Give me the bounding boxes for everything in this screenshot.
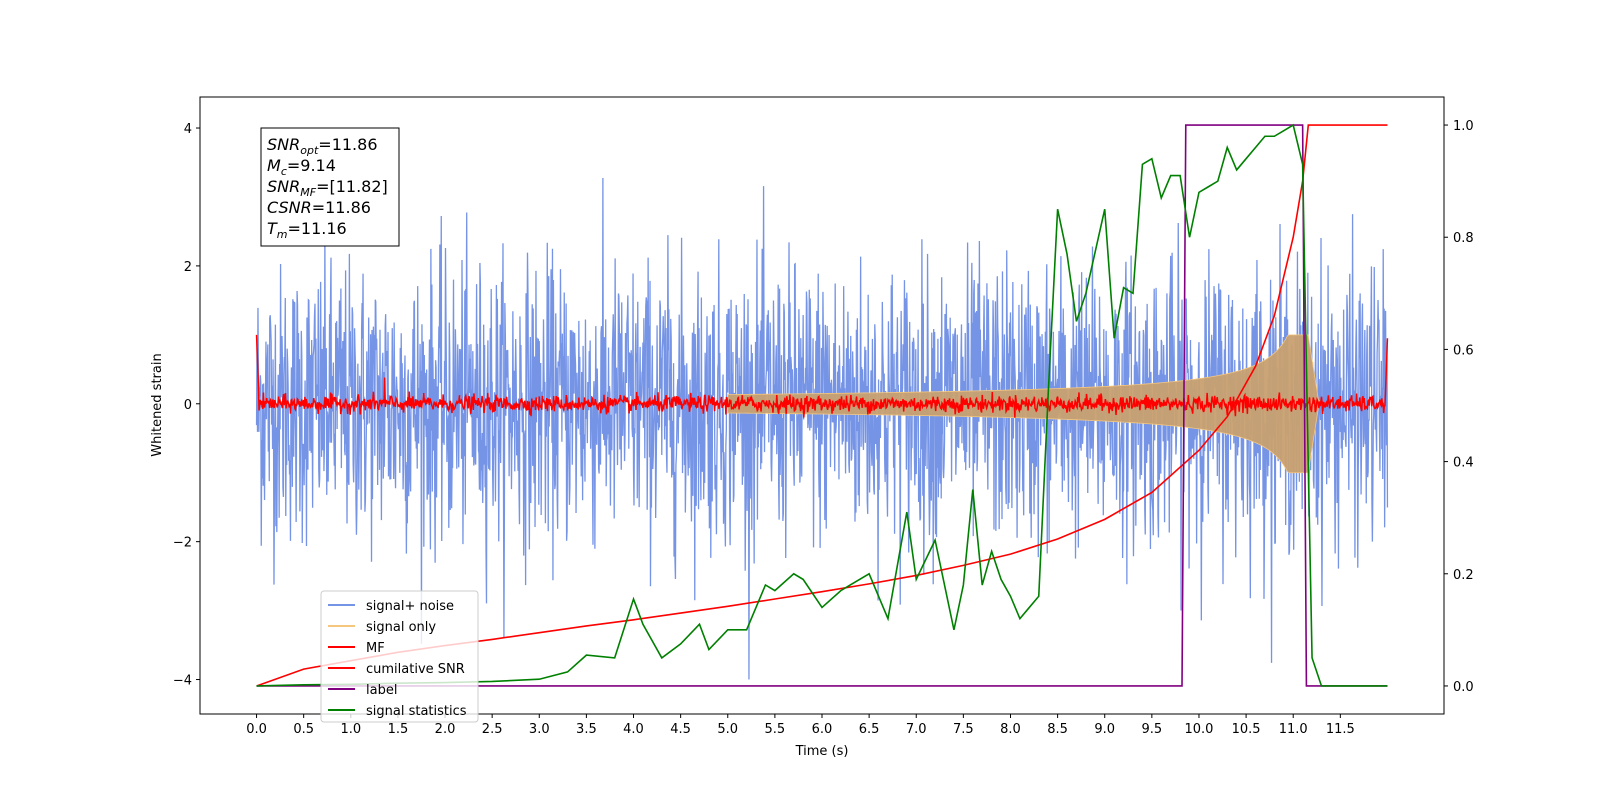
- legend-label: signal only: [366, 620, 436, 635]
- x-tick-label: 7.0: [906, 722, 927, 737]
- y-tick-label: 0: [184, 398, 192, 413]
- y-axis-right: 1.0 0.8 0.6 0.4 0.2 0.0: [1444, 119, 1474, 695]
- x-axis: 0.0 0.5 1.0 1.5 2.0 2.5 3.0 3.5 4.0 4.5 5.0 5.5 6.0 6…: [246, 714, 1355, 737]
- x-tick-label: 4.0: [623, 722, 644, 737]
- x-tick-label: 8.0: [1000, 722, 1021, 737]
- x-tick-label: 10.5: [1232, 722, 1261, 737]
- legend-label: cumilative SNR: [366, 662, 465, 677]
- x-tick-label: 2.5: [482, 722, 503, 737]
- x-tick-label: 5.0: [717, 722, 738, 737]
- y2-tick-label: 1.0: [1453, 119, 1474, 134]
- info-line: SNRMF=[11.82]: [267, 177, 388, 199]
- info-box-frame: [260, 127, 400, 247]
- y-tick-label: 4: [184, 122, 192, 137]
- x-tick-label: 0.0: [246, 722, 267, 737]
- y-axis-label: Whitened strain: [150, 353, 165, 456]
- info-line: CSNR=11.86: [267, 198, 371, 217]
- x-tick-label: 7.5: [953, 722, 974, 737]
- x-tick-label: 11.0: [1279, 722, 1308, 737]
- info-line: Tm=11.16: [267, 219, 347, 241]
- legend: signal+ noise signal only MF cumilative SNR…: [320, 590, 479, 723]
- y-tick-label: −2: [173, 536, 192, 551]
- series-label: [256, 124, 1388, 687]
- x-tick-label: 2.0: [435, 722, 456, 737]
- x-tick-label: 11.5: [1326, 722, 1355, 737]
- y2-tick-label: 0.2: [1453, 568, 1474, 583]
- x-tick-label: 8.5: [1047, 722, 1068, 737]
- x-axis-label: Time (s): [795, 744, 849, 759]
- y-tick-label: −4: [173, 674, 192, 689]
- info-line: SNRopt=11.86: [267, 135, 378, 157]
- x-tick-label: 1.5: [388, 722, 409, 737]
- y2-tick-label: 0.0: [1453, 680, 1474, 695]
- x-tick-label: 3.5: [576, 722, 597, 737]
- legend-label: label: [366, 683, 397, 698]
- legend-label: signal statistics: [366, 704, 467, 719]
- y-tick-label: 2: [184, 260, 192, 275]
- legend-label: MF: [366, 641, 385, 656]
- x-tick-label: 10.0: [1184, 722, 1213, 737]
- series-signal-statistics: [256, 123, 1388, 687]
- x-tick-label: 4.5: [670, 722, 691, 737]
- x-tick-label: 1.0: [340, 722, 361, 737]
- x-tick-label: 3.0: [529, 722, 550, 737]
- x-tick-label: 6.0: [812, 722, 833, 737]
- series-mf: [255, 334, 1389, 418]
- info-box: SNRopt=11.86Mc=9.14SNRMF=[11.82]CSNR=11.…: [260, 127, 400, 247]
- legend-frame: [320, 590, 479, 723]
- x-tick-label: 0.5: [293, 722, 314, 737]
- x-tick-label: 9.5: [1142, 722, 1163, 737]
- series-signal-noise: [255, 177, 1389, 680]
- legend-label: signal+ noise: [366, 599, 454, 614]
- y2-tick-label: 0.8: [1453, 231, 1474, 246]
- info-line: Mc=9.14: [267, 156, 336, 178]
- x-tick-label: 5.5: [765, 722, 786, 737]
- y2-tick-label: 0.6: [1453, 343, 1474, 358]
- x-tick-label: 6.5: [859, 722, 880, 737]
- x-tick-label: 9.0: [1094, 722, 1115, 737]
- y-axis-left: 4 2 0 −2 −4: [173, 122, 200, 689]
- y2-tick-label: 0.4: [1453, 456, 1474, 471]
